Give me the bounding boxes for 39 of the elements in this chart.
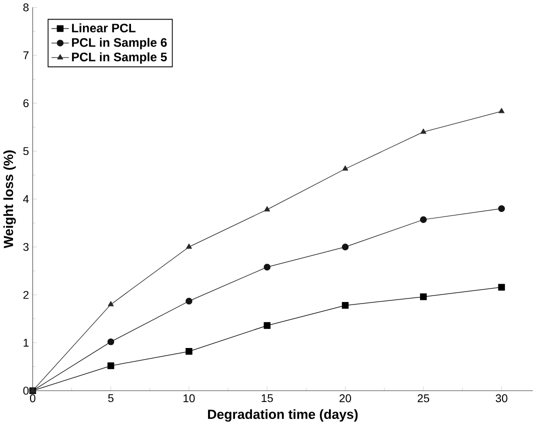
- point: [264, 206, 270, 212]
- point: [342, 244, 349, 250]
- point: [342, 302, 349, 309]
- x-tick-label: 15: [262, 394, 273, 402]
- point: [264, 322, 270, 329]
- point: [107, 362, 114, 370]
- y-tick-label: 7: [23, 51, 29, 60]
- x-tick-label: 25: [418, 394, 430, 402]
- point: [498, 284, 505, 291]
- y-tick-label: 0: [23, 386, 29, 395]
- y-tick-label: 6: [23, 99, 29, 108]
- x-axis-title: Degradation time (days): [208, 409, 358, 422]
- y-tick-label: 1: [24, 338, 29, 347]
- legend-label: PCL in Sample 5: [72, 52, 167, 64]
- point: [186, 244, 192, 249]
- point: [498, 205, 505, 212]
- point: [107, 338, 114, 346]
- point: [420, 216, 427, 223]
- x-tick-label: 0: [30, 394, 36, 402]
- y-tick-label: 3: [23, 242, 29, 251]
- point: [108, 301, 114, 306]
- y-axis-title: Weight loss (%): [3, 150, 16, 248]
- x-tick-label: 10: [184, 394, 195, 402]
- point: [186, 348, 192, 355]
- y-tick-label: 4: [23, 195, 29, 203]
- x-tick-label: 5: [108, 394, 114, 402]
- point: [342, 165, 348, 171]
- x-tick-label: 30: [496, 394, 508, 402]
- y-tick-label: 8: [23, 3, 29, 12]
- y-tick-label: 5: [23, 147, 29, 156]
- point: [264, 264, 270, 270]
- point: [498, 108, 504, 114]
- legend-label: PCL in Sample 6: [72, 38, 167, 50]
- point: [420, 128, 426, 134]
- legend-label: Linear PCL: [72, 23, 136, 32]
- point: [186, 298, 192, 304]
- x-tick-label: 20: [340, 394, 352, 402]
- point: [420, 293, 427, 300]
- y-tick-label: 2: [23, 290, 29, 299]
